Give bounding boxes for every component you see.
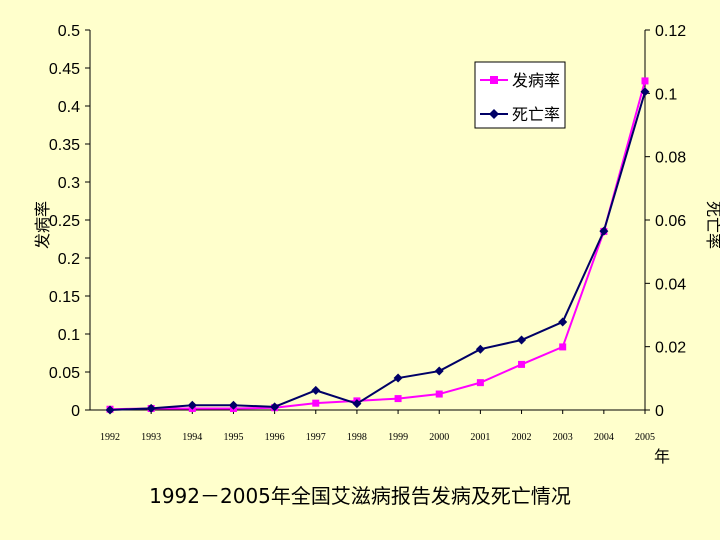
legend-box (474, 61, 566, 129)
data-point-square (518, 360, 526, 368)
right-tick-label: 0.12 (655, 23, 686, 40)
x-axis-title: 年 (654, 447, 670, 466)
x-tick-label: 1995 (223, 432, 243, 443)
chart-caption: 1992－2005年全国艾滋病报告发病及死亡情况 (149, 484, 571, 508)
data-point-square (394, 395, 402, 403)
right-axis-title: 死亡率 (704, 201, 720, 249)
x-tick-label: 2004 (594, 432, 614, 443)
left-tick-label: 0.1 (58, 327, 80, 344)
series-mortality (105, 87, 650, 415)
data-point-square (435, 390, 443, 398)
series-line (109, 91, 646, 411)
x-tick-label: 1994 (182, 432, 202, 443)
left-y-ticks: 0 0.05 0.1 0.15 0.2 0.25 0.3 0.35 0.4 0.45 0.5 (49, 23, 90, 420)
legend-label-incidence: 发病率 (512, 71, 560, 90)
x-ticks: 1992 1993 1994 1995 1996 1997 1998 1999 2000 2001… (100, 410, 655, 443)
left-tick-label: 0.05 (49, 365, 80, 382)
x-tick-label: 1993 (141, 432, 161, 443)
data-point-diamond (146, 403, 156, 413)
x-tick-label: 1992 (100, 432, 120, 443)
data-point-square (312, 399, 320, 407)
data-point-diamond (558, 317, 568, 327)
right-tick-label: 0.04 (655, 276, 686, 293)
data-point-diamond (187, 400, 197, 410)
data-point-diamond (270, 402, 280, 412)
left-tick-label: 0.3 (58, 175, 80, 192)
legend-label-mortality: 死亡率 (512, 105, 560, 124)
x-tick-label: 1996 (265, 432, 285, 443)
left-tick-label: 0.2 (58, 251, 80, 268)
right-tick-label: 0.08 (655, 150, 686, 167)
right-y-ticks: 0 0.02 0.04 0.06 0.08 0.1 0.12 (645, 23, 686, 420)
left-tick-label: 0.45 (49, 61, 80, 78)
series-incidence (106, 77, 649, 413)
data-point-diamond (599, 226, 609, 236)
x-tick-label: 2003 (553, 432, 573, 443)
data-point-diamond (393, 373, 403, 383)
data-point-square (559, 343, 567, 351)
left-tick-label: 0.4 (58, 99, 80, 116)
data-point-square (641, 77, 649, 85)
left-tick-label: 0 (71, 403, 80, 420)
data-point-square (476, 379, 484, 387)
x-tick-label: 1997 (306, 432, 326, 443)
left-tick-label: 0.25 (49, 213, 80, 230)
data-point-diamond (475, 344, 485, 354)
x-tick-label: 1998 (347, 432, 367, 443)
right-tick-label: 0 (655, 403, 664, 420)
data-point-diamond (517, 335, 527, 345)
right-tick-label: 0.1 (655, 86, 677, 103)
right-tick-label: 0.02 (655, 340, 686, 357)
series-layer (105, 77, 650, 415)
left-tick-label: 0.15 (49, 289, 80, 306)
data-point-diamond (352, 399, 362, 409)
left-tick-label: 0.35 (49, 137, 80, 154)
x-tick-label: 2005 (635, 432, 655, 443)
x-tick-label: 1999 (388, 432, 408, 443)
x-tick-label: 2001 (470, 432, 490, 443)
left-axis-title: 发病率 (33, 201, 52, 249)
right-tick-label: 0.06 (655, 213, 686, 230)
x-tick-label: 2000 (429, 432, 449, 443)
data-point-diamond (228, 400, 238, 410)
data-point-diamond (311, 385, 321, 395)
x-tick-label: 2002 (512, 432, 532, 443)
data-point-diamond (434, 366, 444, 376)
left-tick-label: 0.5 (58, 23, 80, 40)
legend-marker-mortality (489, 109, 499, 119)
data-point-diamond (105, 405, 115, 415)
legend: 发病率 死亡率 (474, 61, 566, 129)
series-line (109, 80, 646, 411)
data-point-diamond (640, 87, 650, 97)
legend-marker-incidence (490, 76, 498, 84)
